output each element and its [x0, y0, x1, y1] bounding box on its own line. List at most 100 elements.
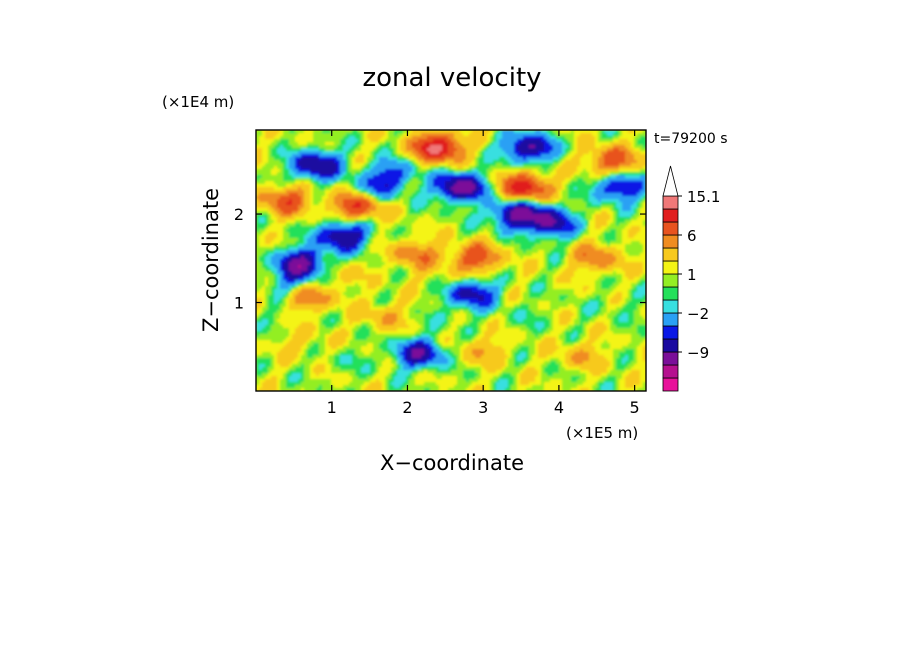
field-cell: [340, 190, 344, 194]
field-cell: [271, 313, 275, 317]
field-cell: [352, 214, 356, 218]
field-cell: [313, 166, 317, 170]
field-cell: [313, 157, 317, 161]
field-cell: [346, 337, 350, 341]
field-cell: [334, 232, 338, 236]
field-cell: [265, 163, 269, 167]
field-cell: [259, 292, 263, 296]
field-cell: [283, 163, 287, 167]
field-cell: [277, 298, 281, 302]
field-cell: [316, 367, 320, 371]
field-cell: [304, 298, 308, 302]
field-cell: [325, 217, 329, 221]
field-cell: [352, 283, 356, 287]
field-cell: [268, 292, 272, 296]
field-cell: [259, 160, 263, 164]
field-cell: [304, 385, 308, 389]
field-cell: [307, 388, 311, 391]
field-cell: [367, 364, 371, 368]
field-cell: [286, 346, 290, 350]
field-cell: [355, 166, 359, 170]
field-cell: [298, 226, 302, 230]
field-cell: [301, 298, 305, 302]
field-cell: [286, 349, 290, 353]
field-cell: [379, 229, 383, 233]
field-cell: [289, 238, 293, 242]
field-cell: [322, 175, 326, 179]
field-cell: [307, 187, 311, 191]
field-cell: [325, 367, 329, 371]
field-cell: [268, 265, 272, 269]
field-cell: [316, 307, 320, 311]
field-cell: [310, 298, 314, 302]
field-cell: [328, 280, 332, 284]
field-cell: [277, 154, 281, 158]
field-cell: [265, 217, 269, 221]
field-cell: [334, 178, 338, 182]
field-cell: [334, 313, 338, 317]
field-cell: [361, 304, 365, 308]
field-cell: [334, 145, 338, 149]
field-cell: [292, 352, 296, 356]
field-cell: [307, 382, 311, 386]
field-cell: [346, 343, 350, 347]
field-cell: [274, 328, 278, 332]
field-cell: [286, 229, 290, 233]
field-cell: [322, 190, 326, 194]
field-cell: [298, 235, 302, 239]
field-cell: [349, 292, 353, 296]
field-cell: [313, 172, 317, 176]
field-cell: [349, 268, 353, 272]
field-cell: [313, 316, 317, 320]
field-cell: [379, 307, 383, 311]
field-cell: [340, 355, 344, 359]
field-cell: [274, 310, 278, 314]
field-cell: [334, 340, 338, 344]
field-cell: [337, 367, 341, 371]
field-cell: [271, 370, 275, 374]
field-cell: [355, 328, 359, 332]
field-cell: [352, 301, 356, 305]
field-cell: [346, 307, 350, 311]
field-cell: [256, 220, 260, 224]
field-cell: [322, 334, 326, 338]
field-cell: [331, 316, 335, 320]
field-cell: [343, 256, 347, 260]
field-cell: [268, 184, 272, 188]
field-cell: [337, 157, 341, 161]
field-cell: [355, 304, 359, 308]
field-cell: [367, 268, 371, 272]
field-cell: [355, 190, 359, 194]
field-cell: [259, 295, 263, 299]
field-cell: [322, 349, 326, 353]
field-cell: [322, 328, 326, 332]
field-cell: [340, 262, 344, 266]
field-cell: [268, 226, 272, 230]
field-cell: [343, 163, 347, 167]
field-cell: [274, 388, 278, 391]
field-cell: [280, 283, 284, 287]
field-cell: [274, 148, 278, 152]
field-cell: [358, 340, 362, 344]
field-cell: [298, 280, 302, 284]
field-cell: [349, 304, 353, 308]
field-cell: [379, 205, 383, 209]
field-cell: [262, 382, 266, 386]
field-cell: [337, 166, 341, 170]
field-cell: [310, 349, 314, 353]
field-cell: [265, 157, 269, 161]
field-cell: [319, 226, 323, 230]
field-cell: [265, 352, 269, 356]
field-cell: [331, 346, 335, 350]
field-cell: [259, 190, 263, 194]
field-cell: [280, 244, 284, 248]
field-cell: [289, 349, 293, 353]
field-cell: [373, 271, 377, 275]
field-cell: [349, 367, 353, 371]
field-cell: [325, 268, 329, 272]
field-cell: [274, 151, 278, 155]
field-cell: [376, 373, 380, 377]
field-cell: [367, 274, 371, 278]
field-cell: [355, 238, 359, 242]
field-cell: [352, 319, 356, 323]
